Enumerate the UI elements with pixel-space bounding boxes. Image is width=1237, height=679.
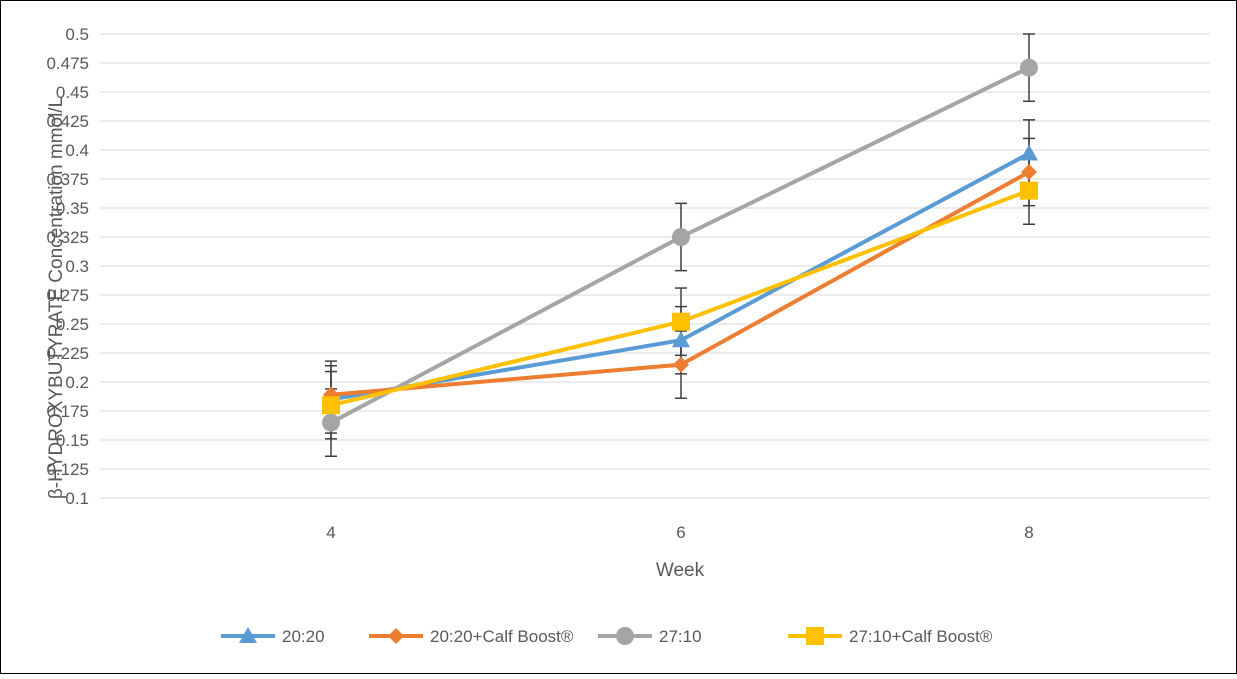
legend: 20:20 20:20+Calf Boost® 27:10 27:10+Calf Bo… <box>221 627 993 646</box>
x-axis-ticks: 4 6 8 <box>326 523 1033 542</box>
data-point <box>672 312 690 331</box>
y-tick-label: 0.375 <box>46 170 89 189</box>
y-tick-label: 0.325 <box>46 228 89 247</box>
data-point <box>1020 144 1038 161</box>
gridlines <box>100 33 1210 499</box>
x-axis-title: Week <box>656 560 705 581</box>
data-point <box>672 228 690 246</box>
y-tick-label: 0.4 <box>65 141 89 160</box>
data-point <box>322 413 340 432</box>
data-point <box>672 331 690 348</box>
y-tick-label: 0.275 <box>46 286 89 305</box>
series-markers <box>322 58 1038 432</box>
legend-label: 20:20+Calf Boost® <box>430 627 574 646</box>
legend-label: 27:10 <box>659 627 702 646</box>
x-tick-label: 4 <box>326 523 335 542</box>
data-point <box>673 356 689 373</box>
legend-swatch-marker <box>239 627 257 643</box>
y-tick-label: 0.15 <box>56 431 89 450</box>
y-tick-label: 0.3 <box>65 257 89 276</box>
data-point <box>322 396 340 415</box>
legend-label: 27:10+Calf Boost® <box>849 627 993 646</box>
y-tick-label: 0.25 <box>56 315 89 334</box>
y-tick-label: 0.125 <box>46 460 89 479</box>
y-tick-label: 0.35 <box>56 199 89 218</box>
y-tick-label: 0.425 <box>46 112 89 131</box>
x-tick-label: 8 <box>1024 523 1033 542</box>
y-axis-ticks: 0.1 0.125 0.15 0.175 0.2 0.225 0.25 0.275 0.3 0.3… <box>46 25 89 508</box>
y-tick-label: 0.1 <box>65 489 89 508</box>
legend-swatch-marker <box>616 627 634 645</box>
legend-swatch-marker <box>388 628 404 644</box>
y-tick-label: 0.45 <box>56 83 89 102</box>
legend-swatch-marker <box>806 627 824 645</box>
x-tick-label: 6 <box>676 523 685 542</box>
y-tick-label: 0.2 <box>65 373 89 392</box>
data-point <box>1020 181 1038 200</box>
y-tick-label: 0.475 <box>46 54 89 73</box>
data-point <box>1021 164 1037 181</box>
y-axis-title: β-HYDROXYBUTYRATE Concentration mmol/L <box>46 97 67 499</box>
y-tick-label: 0.5 <box>65 25 89 44</box>
y-tick-label: 0.175 <box>46 402 89 421</box>
y-tick-label: 0.225 <box>46 344 89 363</box>
data-point <box>1020 58 1038 77</box>
legend-label: 20:20 <box>282 627 325 646</box>
